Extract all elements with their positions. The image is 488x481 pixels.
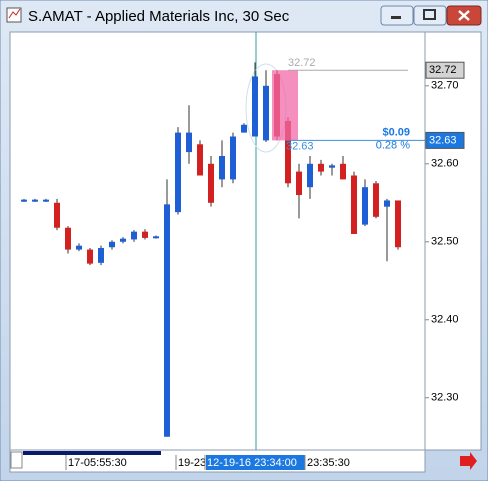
- candle-body: [373, 183, 379, 217]
- app-icon: [6, 7, 22, 23]
- measure-change-label: $0.09: [382, 126, 410, 138]
- window-title: S.AMAT - Applied Materials Inc, 30 Sec: [28, 8, 290, 25]
- price-tag: [425, 61, 465, 79]
- candle-body: [54, 202, 60, 228]
- candle-body: [186, 132, 192, 153]
- candle-body: [131, 231, 137, 240]
- candle-body: [43, 199, 49, 202]
- candle-body: [285, 120, 291, 184]
- candle-body: [120, 238, 126, 242]
- candle-body: [395, 200, 401, 248]
- measure-percent-label: 0.28 %: [376, 139, 410, 151]
- candle-body: [175, 132, 181, 213]
- measure-end-label: 32.63: [286, 140, 314, 152]
- time-label: 23:35:30: [307, 457, 350, 469]
- candle-body: [153, 236, 159, 239]
- candle-body: [76, 245, 82, 250]
- price-tag: [425, 131, 465, 149]
- candle-body: [329, 165, 335, 168]
- candle-body: [263, 85, 269, 141]
- time-label: 12-19-16 23:34:00: [207, 457, 297, 469]
- candle-body: [98, 248, 104, 263]
- time-label: 17-05:55:30: [68, 457, 127, 469]
- measure-highlight: [272, 70, 298, 141]
- candle-body: [32, 199, 38, 202]
- candle-body: [21, 199, 27, 202]
- candle-body: [109, 241, 115, 248]
- y-tick-label: 32.30: [431, 392, 459, 404]
- candle-body: [362, 187, 368, 225]
- y-tick-label: 32.60: [431, 158, 459, 170]
- scroll-right-arrow[interactable]: [460, 452, 477, 470]
- scroll-bar[interactable]: [23, 451, 161, 455]
- close-button[interactable]: [446, 5, 482, 26]
- candle-body: [307, 163, 313, 188]
- candle-body: [351, 175, 357, 234]
- candle-body: [219, 155, 225, 180]
- candle-body: [87, 249, 93, 264]
- candle-body: [197, 144, 203, 176]
- candle-body: [142, 231, 148, 238]
- minimize-button[interactable]: [380, 5, 414, 26]
- plot-area: [9, 31, 426, 451]
- y-tick-label: 32.40: [431, 314, 459, 326]
- price-tag-label: 32.72: [429, 64, 457, 76]
- candle-body: [241, 124, 247, 133]
- time-highlight: [206, 455, 305, 470]
- candle-body: [384, 200, 390, 207]
- y-tick-label: 32.50: [431, 236, 459, 248]
- price-axis: [424, 31, 482, 451]
- candle-body: [252, 76, 258, 137]
- candle-body: [318, 163, 324, 172]
- candle-body: [340, 163, 346, 180]
- candle-body: [164, 204, 170, 437]
- price-tag-label: 32.63: [429, 134, 457, 146]
- candle-body: [208, 163, 214, 203]
- maximize-button[interactable]: [413, 5, 447, 26]
- candle-body: [230, 136, 236, 180]
- scroll-handle[interactable]: [10, 451, 23, 469]
- time-label: 19-23: [178, 457, 206, 469]
- y-tick-label: 32.70: [431, 80, 459, 92]
- candle-body: [296, 171, 302, 195]
- measure-start-label: 32.72: [288, 57, 316, 69]
- candle-body: [65, 227, 71, 250]
